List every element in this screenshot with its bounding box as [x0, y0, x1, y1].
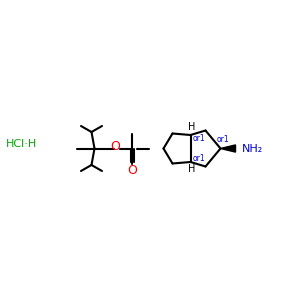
Text: H: H: [188, 122, 196, 133]
Text: HCl·H: HCl·H: [5, 139, 37, 149]
Text: O: O: [127, 164, 137, 177]
Text: O: O: [110, 140, 120, 153]
Text: or1: or1: [217, 135, 229, 144]
Text: NH₂: NH₂: [242, 143, 263, 154]
Text: or1: or1: [193, 134, 205, 143]
Text: or1: or1: [193, 154, 205, 163]
Text: H: H: [188, 164, 196, 175]
Polygon shape: [220, 145, 236, 152]
